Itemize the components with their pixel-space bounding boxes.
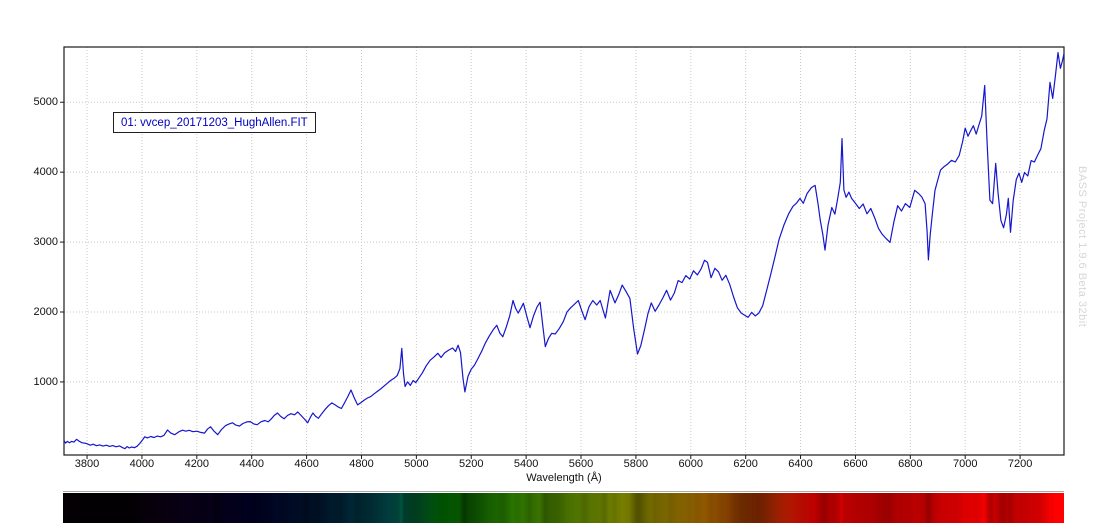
x-tick-label: 4200 xyxy=(184,458,210,470)
x-axis-title: Wavelength (Å) xyxy=(526,472,602,484)
x-tick-label: 5200 xyxy=(458,458,484,470)
x-tick-label: 4000 xyxy=(129,458,155,470)
y-tick-label: 3000 xyxy=(33,236,58,249)
spectrum-colorbar xyxy=(63,493,1064,523)
x-tick-label: 4600 xyxy=(294,458,319,470)
series-label-box[interactable]: 01: vvcep_20171203_HughAllen.FIT xyxy=(113,112,316,133)
series-label: 01: vvcep_20171203_HughAllen.FIT xyxy=(121,116,308,129)
x-tick-label: 3800 xyxy=(74,458,100,470)
spectrum-curve xyxy=(63,51,1065,450)
plot-border xyxy=(63,46,1065,456)
y-tick-label: 4000 xyxy=(33,166,58,179)
x-tick-label: 4400 xyxy=(239,458,264,470)
x-tick-label: 6800 xyxy=(898,458,923,470)
x-tick-label: 4800 xyxy=(349,458,374,470)
x-tick-label: 5400 xyxy=(513,458,539,470)
y-tick-label: 5000 xyxy=(33,96,58,109)
x-tick-label: 5600 xyxy=(568,458,594,470)
colorbar-divider xyxy=(63,491,1064,492)
x-tick-label: 5000 xyxy=(404,458,429,470)
x-tick-label: 6000 xyxy=(678,458,704,470)
x-tick-label: 6600 xyxy=(843,458,868,470)
x-tick-label: 7200 xyxy=(1007,458,1033,470)
x-tick-label: 7000 xyxy=(952,458,978,470)
y-tick-label: 1000 xyxy=(33,375,58,388)
watermark-text: BASS Project 1.9.6 Beta 32bit xyxy=(1076,166,1088,328)
x-tick-label: 5800 xyxy=(623,458,649,470)
y-tick-label: 2000 xyxy=(33,306,58,318)
x-tick-label: 6400 xyxy=(788,458,813,470)
x-tick-label: 6200 xyxy=(733,458,758,470)
